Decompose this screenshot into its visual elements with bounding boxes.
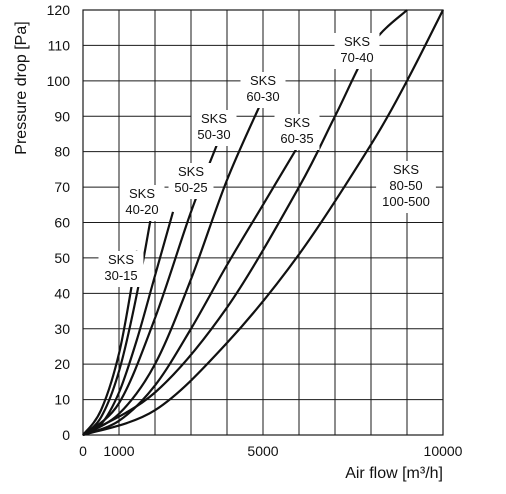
- x-tick-label: 10000: [424, 443, 463, 459]
- y-tick-labels: 0 10 20 30 40 50 60 70 80 90 100 110 120: [47, 2, 71, 443]
- x-axis-title: Air flow [m³/h]: [345, 465, 443, 482]
- y-tick-label: 120: [47, 2, 71, 18]
- y-axis-title: Pressure drop [Pa]: [13, 21, 30, 154]
- series-label-text: SKS: [250, 73, 276, 88]
- y-tick-label: 30: [54, 321, 70, 337]
- series-label-text: 30-15: [104, 268, 137, 283]
- y-tick-label: 60: [54, 215, 70, 231]
- x-tick-label: 0: [79, 443, 87, 459]
- y-tick-label: 50: [54, 250, 70, 266]
- y-tick-label: 20: [54, 356, 70, 372]
- series-label-text: 80-50: [389, 178, 422, 193]
- series-labels: SKS30-15SKS40-20SKS50-25SKS50-30SKS60-30…: [98, 33, 436, 287]
- y-tick-label: 110: [48, 37, 71, 53]
- series-line: [82, 193, 157, 436]
- series-label-text: SKS: [201, 111, 227, 126]
- series-label-text: 70-40: [340, 50, 373, 65]
- y-tick-label: 80: [54, 144, 70, 160]
- series-label-text: SKS: [344, 34, 370, 49]
- series-label-text: 60-35: [280, 131, 313, 146]
- series-label-bg: [168, 163, 214, 199]
- grid: [83, 10, 443, 435]
- y-tick-label: 40: [54, 285, 70, 301]
- series-label-text: 100-500: [382, 194, 430, 209]
- series-label-text: 50-30: [197, 127, 230, 142]
- series-label-text: SKS: [178, 164, 204, 179]
- y-tick-label: 100: [47, 73, 71, 89]
- series-line: [82, 98, 265, 436]
- series-label-text: SKS: [108, 252, 134, 267]
- series-label-text: 40-20: [125, 202, 158, 217]
- series-line: [82, 211, 175, 436]
- series-label-text: 60-30: [246, 89, 279, 104]
- series-label-text: 50-25: [174, 180, 207, 195]
- y-tick-label: 0: [62, 427, 70, 443]
- x-tick-label: 1000: [103, 443, 134, 459]
- plot-border: [82, 9, 444, 436]
- series-label-bg: [334, 33, 380, 69]
- series-line: [82, 9, 444, 437]
- series-line: [82, 144, 300, 437]
- y-tick-label: 10: [54, 392, 70, 408]
- series-label-bg: [191, 110, 237, 146]
- series-label-bg: [274, 114, 320, 150]
- series-label-bg: [98, 251, 144, 287]
- x-tick-label: 5000: [247, 443, 278, 459]
- series-label-text: SKS: [393, 162, 419, 177]
- y-tick-label: 90: [54, 108, 70, 124]
- series-label-bg: [119, 185, 165, 221]
- series-label-text: SKS: [284, 115, 310, 130]
- series-label-text: SKS: [129, 186, 155, 201]
- curves: [82, 9, 444, 437]
- series-label-bg: [240, 72, 286, 108]
- series-label-bg: [376, 161, 436, 213]
- x-tick-labels: 0 1000 5000 10000: [79, 443, 463, 459]
- plot-frame: [82, 9, 444, 436]
- y-tick-label: 70: [54, 179, 70, 195]
